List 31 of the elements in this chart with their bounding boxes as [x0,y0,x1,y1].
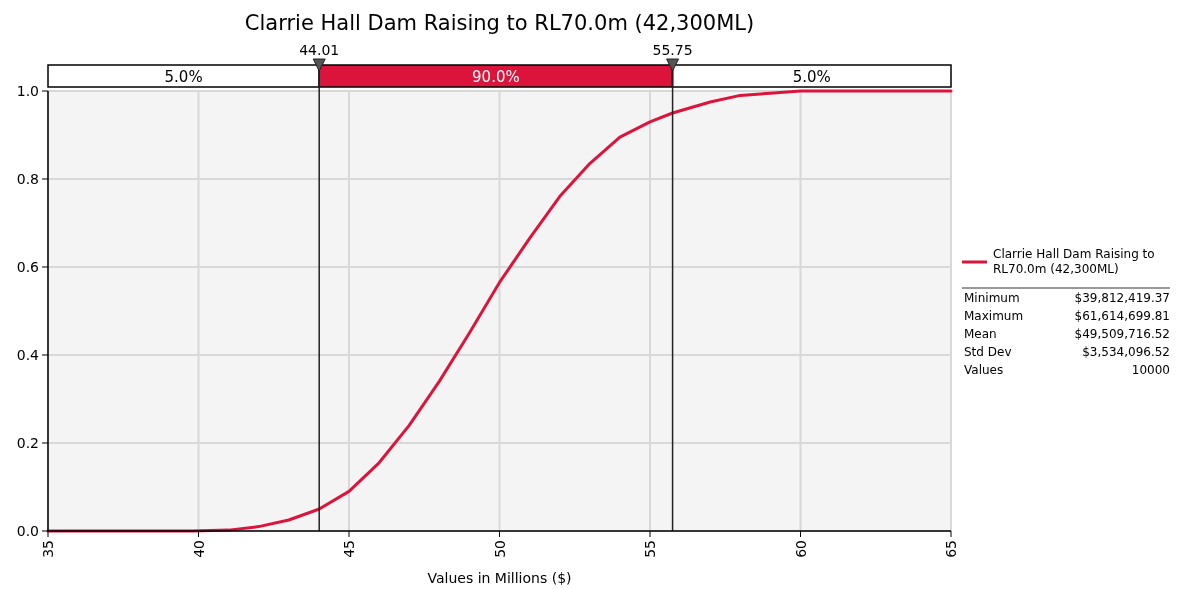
text: 90.0% [472,68,520,86]
y-tick-label: 0.6 [16,259,40,275]
text: $3,534,096.52 [1082,345,1170,359]
x-tick-label: 40 [190,540,207,558]
text: Std Dev [964,345,1012,359]
text: $39,812,419.37 [1074,291,1170,305]
text: 10000 [1131,363,1170,377]
x-tick-label: 45 [341,540,357,558]
y-tick-label: 0.2 [16,435,39,451]
x-tick-label: 55 [642,540,658,558]
ref-line-label: 44.01 [299,42,340,58]
legend-label: Clarrie Hall Dam Raising to RL70.0m (42,300ML) [993,247,1155,276]
text: Mean [964,327,997,341]
chart-title: Clarrie Hall Dam Raising to RL70.0m (42,300ML) [244,11,755,35]
x-tick-label: 35 [40,540,56,558]
text: Maximum [964,309,1024,323]
text: Minimum [964,291,1020,305]
y-tick-label: 0.4 [16,347,40,363]
x-tick-label: 50 [491,540,508,558]
y-tick-label: 0.0 [16,523,39,539]
text: $49,509,716.52 [1074,327,1170,341]
x-tick-label: 65 [943,540,959,558]
text: Values [964,363,1004,377]
text: $61,614,699.81 [1074,309,1170,323]
text: 5.0% [164,68,203,86]
y-tick-label: 0.8 [16,171,39,187]
x-axis-title: Values in Millions ($) [427,570,572,586]
x-tick-label: 60 [792,540,809,558]
y-tick-label: 1.0 [16,83,39,99]
text: 5.0% [792,68,831,86]
ref-line-label: 55.75 [652,42,693,58]
